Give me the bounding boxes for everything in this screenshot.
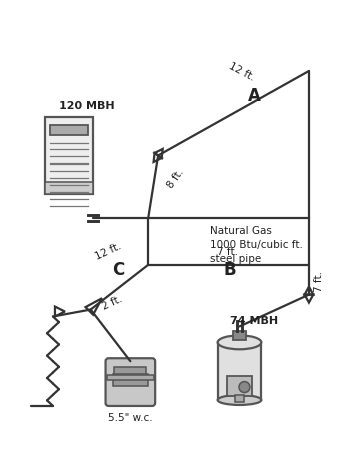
Bar	[106, 375, 154, 380]
FancyBboxPatch shape	[106, 358, 155, 406]
Text: C: C	[112, 261, 125, 279]
Text: 8 ft.: 8 ft.	[165, 167, 185, 190]
Text: 5.5" w.c.: 5.5" w.c.	[108, 413, 153, 423]
Text: 12 ft.: 12 ft.	[227, 61, 256, 83]
Bar	[234, 395, 244, 402]
Bar	[232, 332, 246, 340]
Text: 74 MBH: 74 MBH	[230, 317, 278, 326]
Bar	[218, 342, 261, 400]
Text: 7 ft.: 7 ft.	[217, 247, 238, 257]
Text: Natural Gas
1000 Btu/cubic ft.
steel pipe: Natural Gas 1000 Btu/cubic ft. steel pip…	[210, 226, 303, 264]
Bar	[114, 367, 146, 375]
Text: B: B	[223, 261, 236, 279]
Text: A: A	[248, 87, 261, 105]
Bar	[45, 182, 93, 194]
Ellipse shape	[218, 395, 261, 405]
Text: 120 MBH: 120 MBH	[59, 101, 114, 111]
Bar	[50, 125, 88, 134]
Bar	[112, 374, 148, 386]
Circle shape	[239, 382, 250, 392]
Bar	[226, 376, 252, 396]
Bar	[45, 117, 93, 194]
Ellipse shape	[218, 335, 261, 349]
Text: 2 ft.: 2 ft.	[101, 293, 124, 312]
Text: 7 ft.: 7 ft.	[314, 271, 324, 292]
Text: 12 ft.: 12 ft.	[94, 241, 123, 262]
